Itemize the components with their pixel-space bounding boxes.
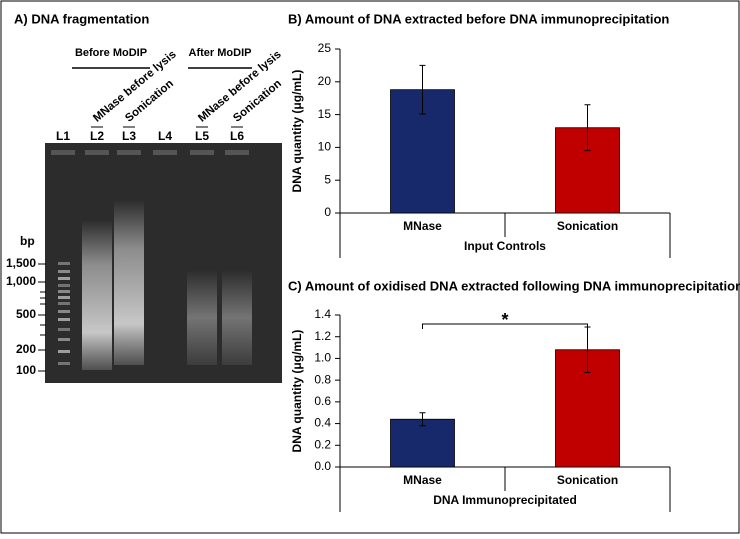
gel-well — [117, 150, 141, 155]
ladder-band — [58, 310, 70, 313]
gel-ladder — [58, 262, 70, 365]
lane-label: L2 — [90, 129, 104, 143]
ladder-label: 1,500 — [6, 256, 36, 270]
bar — [390, 418, 455, 468]
y-tick-label: 25 — [318, 41, 332, 55]
ladder-band — [58, 290, 70, 293]
y-tick-label: 1.0 — [314, 351, 331, 365]
x-tick-label: Sonication — [557, 219, 618, 233]
ladder-label: 100 — [16, 363, 36, 377]
ladder-band — [58, 284, 70, 287]
chart-title: B) Amount of DNA extracted before DNA im… — [288, 11, 669, 26]
y-tick-label: 1.4 — [314, 307, 331, 321]
x-axis-label: Input Controls — [464, 239, 546, 253]
gel-well — [153, 150, 177, 155]
lane-label: L1 — [56, 129, 70, 143]
y-tick-label: 0.0 — [314, 459, 331, 473]
ladder-band — [58, 362, 70, 365]
group-label: After MoDIP — [189, 47, 252, 59]
gel-well — [85, 150, 109, 155]
ladder-label: 1,000 — [6, 274, 36, 288]
y-tick-label: 10 — [318, 140, 332, 154]
gel-smear — [222, 270, 252, 365]
significance-label: * — [501, 310, 508, 330]
gel-smear — [187, 270, 217, 365]
ladder-label: 200 — [16, 342, 36, 356]
ladder-band — [58, 328, 70, 331]
ladder-unit: bp — [20, 234, 35, 248]
group-label: Before MoDIP — [75, 47, 147, 59]
error-bar — [584, 104, 591, 152]
y-axis-label: DNA quantity (μg/mL) — [290, 330, 304, 453]
lane-label: L3 — [122, 129, 136, 143]
ladder-band — [58, 262, 70, 265]
y-tick-label: 0.8 — [314, 372, 331, 386]
ladder-label: 500 — [16, 307, 36, 321]
significance-bracket — [422, 323, 588, 329]
gel-smear — [114, 200, 144, 365]
gel-well — [51, 150, 75, 155]
gel-wells — [51, 150, 249, 155]
chart-title: C) Amount of oxidised DNA extracted foll… — [288, 278, 740, 293]
x-tick-label: MNase — [403, 219, 442, 233]
ladder-band — [58, 350, 70, 353]
x-tick-label: MNase — [403, 473, 442, 487]
x-axis-label: DNA Immunoprecipitated — [433, 493, 577, 507]
y-axis-label: DNA quantity (μg/mL) — [290, 70, 304, 193]
ladder-band — [58, 270, 70, 273]
ladder-band — [58, 277, 70, 280]
lane-label: L6 — [230, 129, 244, 143]
gel-smear — [82, 220, 112, 370]
y-tick-label: 0.2 — [314, 437, 331, 451]
gel-title: A) DNA fragmentation — [14, 11, 149, 26]
y-tick-label: 0 — [324, 205, 331, 219]
ladder-band — [58, 296, 70, 299]
error-bar — [419, 64, 426, 115]
x-tick-label: Sonication — [557, 473, 618, 487]
ladder-band — [58, 318, 70, 321]
y-tick-label: 5 — [324, 172, 331, 186]
y-tick-label: 20 — [318, 74, 332, 88]
error-bar — [419, 412, 426, 427]
y-tick-label: 1.2 — [314, 329, 331, 343]
ladder-band — [58, 338, 70, 341]
gel-well — [225, 150, 249, 155]
lane-label: L5 — [195, 129, 209, 143]
ladder-band — [58, 302, 70, 305]
lane-label: L4 — [158, 129, 172, 143]
y-tick-label: 0.4 — [314, 416, 331, 430]
y-tick-label: 15 — [318, 107, 332, 121]
y-tick-label: 0.6 — [314, 394, 331, 408]
gel-well — [190, 150, 214, 155]
